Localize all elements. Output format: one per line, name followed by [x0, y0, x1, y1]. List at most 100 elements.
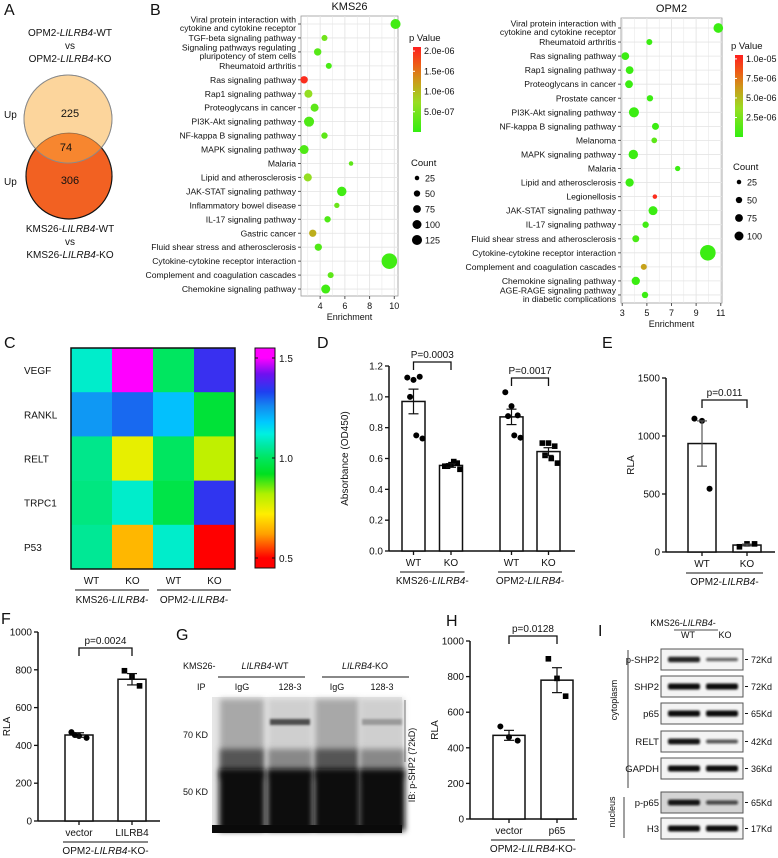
data-point-square [444, 463, 451, 470]
heatmap-row-label: RELT [24, 455, 49, 466]
bar [492, 734, 526, 820]
heatmap-row-label: RANKL [24, 410, 58, 421]
data-point-square [539, 440, 546, 446]
blot-size-label: 17Kd [751, 824, 772, 834]
y-tick-label: 0.8 [369, 423, 383, 434]
category-label: Malaria [268, 159, 296, 169]
category-label: Prostate cancer [556, 93, 616, 103]
blot-g-marker-70: 70 KD [183, 730, 209, 740]
blot-row-frame [660, 648, 744, 671]
data-point [632, 235, 640, 243]
y-tick-label: 0.2 [369, 516, 383, 527]
bar-chart-rla-p65: 0 200 400 600 800 1000 RLA vector p65 p=0.0128 OPM… [430, 624, 577, 855]
blot-band-pshp2 [362, 719, 402, 725]
data-point [299, 145, 309, 155]
data-point-circle [404, 374, 411, 381]
category-label: Signaling pathways regulating [182, 42, 296, 52]
blot-band [706, 710, 738, 717]
data-point-circle [514, 412, 521, 419]
blot-size-label: 72Kd [751, 655, 772, 665]
group-label: OPM2-LILRB4- [496, 576, 564, 587]
category-label: Rap1 signaling pathway [205, 89, 297, 99]
x-tick-label: 7 [669, 308, 674, 318]
bar [117, 678, 147, 822]
panel-label-b: B [150, 2, 161, 19]
significance-bracket [701, 399, 748, 408]
y-tick-label: 800 [447, 672, 464, 683]
x-tick-label: 5 [644, 308, 649, 318]
y-tick-label: 0 [654, 548, 660, 559]
blot-g-lane-3: IgG [330, 682, 345, 692]
data-point [337, 186, 347, 197]
data-point-circle [410, 376, 417, 383]
panel-label-e: E [602, 335, 613, 352]
x-axis-label: Enrichment [649, 319, 695, 329]
venn-overlap [26, 133, 112, 163]
data-point [303, 173, 312, 182]
data-point [348, 161, 354, 166]
category-label: MAPK signaling pathway [201, 145, 297, 155]
venn-circle-kms26-outline [25, 132, 113, 177]
data-point [381, 253, 398, 269]
heatmap-group-label: KMS26-LILRB4- [76, 595, 149, 606]
category-label: Lipid and atherosclerosis [521, 178, 616, 188]
label-part: - [561, 576, 564, 587]
category-label: Fluid shear stress and atherosclerosis [151, 242, 296, 252]
data-point-circle [517, 434, 524, 441]
heatmap-column-label: WT [166, 576, 182, 587]
x-tick-label: KO [740, 559, 755, 570]
x-tick-label: p65 [549, 826, 566, 837]
y-tick-label: 1000 [442, 637, 465, 648]
data-point-circle [419, 435, 426, 442]
data-point [700, 245, 716, 261]
category-label: Chemokine signaling pathway [182, 284, 297, 294]
kegg-bubble-chart-opm2: OPM2 3 5 7 9 11 Enrichment Viral protein intera… [466, 3, 777, 329]
group-label: OPM2-LILRB4-KO- [62, 846, 148, 857]
data-point [625, 66, 634, 75]
size-legend-dot [414, 175, 420, 181]
category-label: Proteoglycans in cancer [204, 103, 296, 113]
heatmap-group-label: OPM2-LILRB4- [160, 595, 228, 606]
data-point [310, 103, 319, 112]
x-tick-label: vector [495, 826, 523, 837]
bar [438, 464, 464, 552]
x-tick-label: 8 [367, 301, 372, 311]
group-label: OPM2-LILRB4-KO- [490, 844, 576, 855]
y-tick-label: 600 [447, 708, 464, 719]
size-legend-dot [413, 205, 421, 213]
data-point-square [751, 541, 758, 547]
category-label: Inflammatory bowel disease [189, 200, 296, 210]
colorbar-tick-label: 0.5 [279, 554, 293, 565]
blot-band [706, 683, 738, 690]
p-value-label: P=0.0017 [508, 366, 552, 377]
gene-name: LILRB4 [112, 595, 146, 606]
blot-size-label: 42Kd [751, 737, 772, 747]
size-legend-dot [412, 220, 422, 229]
size-legend-label: 100 [747, 232, 762, 242]
y-axis-label: RLA [430, 720, 441, 740]
data-point [325, 62, 332, 69]
data-point [640, 263, 647, 270]
data-point-square [551, 443, 558, 449]
panel-label-f: F [1, 611, 11, 628]
category-label: NF-kappa B signaling pathway [499, 121, 616, 131]
venn-count-kms26-only: 306 [61, 175, 79, 187]
blot-i-lane-ko: KO [718, 630, 731, 640]
category-label: Fluid shear stress and atherosclerosis [471, 234, 616, 244]
heatmap-cell [153, 348, 195, 393]
p-value-label: p=0.0128 [512, 624, 554, 635]
blot-band [668, 656, 700, 663]
heatmap-cell [194, 436, 236, 481]
category-label: in diabetic complications [523, 294, 616, 304]
label-part: OPM2- [690, 577, 722, 588]
y-tick-label: 0.0 [369, 547, 383, 558]
bar [536, 450, 561, 552]
heatmap-cell [71, 524, 113, 570]
data-point [713, 23, 724, 33]
size-legend-label: 75 [747, 214, 757, 224]
data-point [625, 80, 633, 89]
heatmap-cell [153, 524, 195, 570]
data-point [321, 284, 331, 294]
y-tick-label: 1.2 [369, 362, 383, 373]
